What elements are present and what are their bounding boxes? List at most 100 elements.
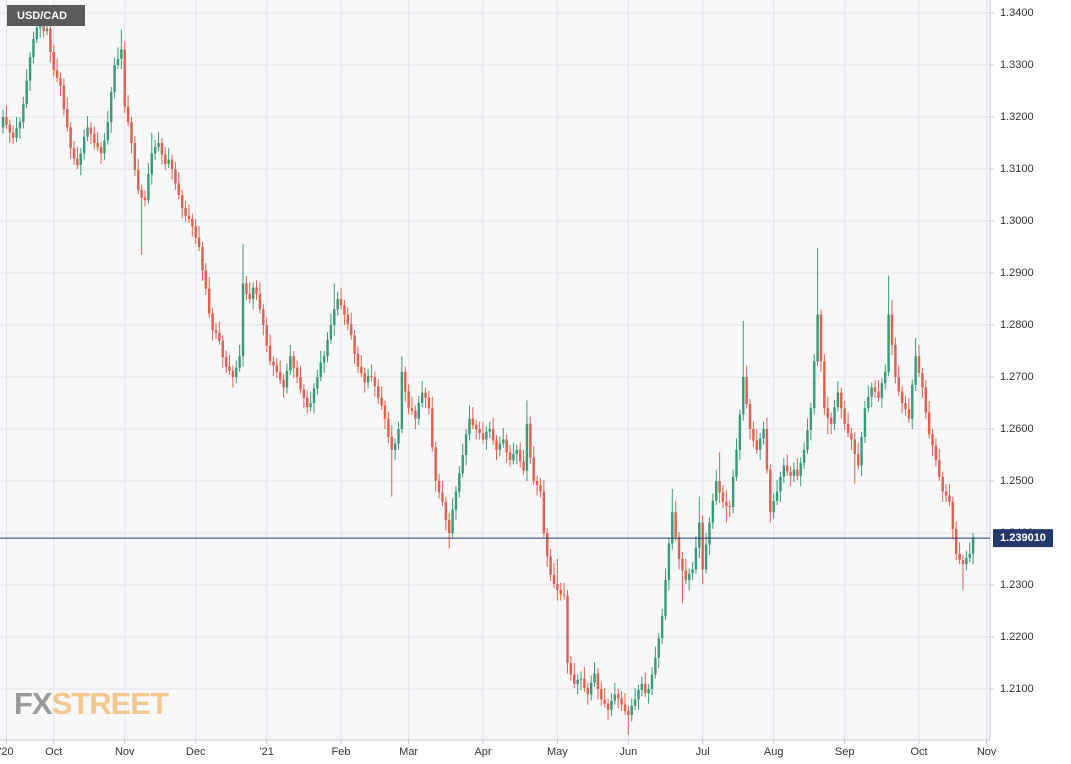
candle-body <box>481 433 485 440</box>
candle-body <box>289 356 292 371</box>
candle-body <box>623 704 627 711</box>
x-tick-label: Dec <box>186 746 206 758</box>
logo-part: STREET <box>52 686 169 721</box>
candle-body <box>431 408 434 448</box>
candle-body <box>826 408 829 418</box>
candle-body <box>397 429 400 444</box>
candle-body <box>420 392 424 404</box>
candle-body <box>954 528 958 554</box>
candle-body <box>691 569 694 574</box>
x-tick-label: '20 <box>0 746 14 758</box>
candle-body <box>569 663 573 675</box>
candle-body <box>333 309 336 326</box>
y-tick-label: 1.3000 <box>1000 215 1034 227</box>
candle-body <box>93 133 96 144</box>
candle-body <box>417 403 420 419</box>
candle-body <box>485 431 488 440</box>
candle-body <box>69 127 72 149</box>
candle-body <box>938 460 941 477</box>
candle-body <box>424 392 427 398</box>
candle-body <box>106 122 110 141</box>
candle-body <box>698 522 701 548</box>
candle-body <box>829 417 833 424</box>
candle-body <box>965 557 968 565</box>
candle-body <box>322 356 326 363</box>
candle-body <box>45 28 49 32</box>
candle-body <box>377 386 380 398</box>
x-tick-label: Jul <box>696 746 710 758</box>
candle-body <box>911 384 914 419</box>
candle-body <box>353 335 356 354</box>
candle-body <box>907 409 911 419</box>
candle-body <box>180 195 184 209</box>
candle-body <box>458 473 461 492</box>
candle-body <box>606 703 610 710</box>
candle-body <box>877 391 880 398</box>
chart-title: USD/CAD <box>17 10 67 22</box>
candle-body <box>312 388 316 404</box>
candle-body <box>684 570 688 580</box>
candle-body <box>326 339 329 357</box>
candle-body <box>255 287 258 294</box>
candle-body <box>346 314 350 324</box>
candle-body <box>218 332 221 341</box>
candle-body <box>725 501 728 506</box>
candle-body <box>174 169 177 184</box>
candle-body <box>816 314 819 362</box>
x-tick-label: Mar <box>399 746 418 758</box>
x-tick-label: May <box>547 746 568 758</box>
candle-body <box>927 412 931 435</box>
candle-body <box>447 520 451 534</box>
candle-body <box>650 674 654 690</box>
last-price-label: 1.239010 <box>1000 532 1046 544</box>
candle-body <box>860 436 863 466</box>
candle-body <box>752 429 755 441</box>
candle-body <box>478 429 481 434</box>
candle-body <box>383 405 387 419</box>
candle-body <box>5 117 8 125</box>
candle-body <box>360 366 363 373</box>
candle-body <box>502 439 505 444</box>
candle-body <box>633 699 637 706</box>
candle-body <box>28 57 32 81</box>
x-tick-label: Nov <box>115 746 135 758</box>
candle-body <box>779 476 782 492</box>
candle-body <box>748 404 752 430</box>
candle-body <box>677 537 681 560</box>
candle-body <box>667 543 671 580</box>
candle-body <box>518 449 522 462</box>
candle-body <box>620 698 623 705</box>
candle-body <box>285 370 289 388</box>
candle-body <box>701 522 704 570</box>
candle-body <box>931 434 934 446</box>
candle-body <box>187 215 191 219</box>
plot-background <box>0 0 990 740</box>
candle-body <box>251 287 255 300</box>
candle-body <box>552 574 556 584</box>
candle-body <box>745 377 748 405</box>
candle-body <box>52 52 55 71</box>
candle-body <box>62 85 66 110</box>
candle-body <box>583 678 586 688</box>
candle-body <box>924 387 927 413</box>
candle-body <box>715 481 718 501</box>
candle-body <box>238 356 241 368</box>
candle-body <box>410 408 414 411</box>
y-tick-label: 1.3400 <box>1000 7 1034 19</box>
candle-body <box>79 153 82 165</box>
candle-body <box>157 143 160 148</box>
candle-body <box>437 481 441 493</box>
candle-body <box>295 367 299 378</box>
candle-body <box>221 340 224 358</box>
candle-body <box>664 579 667 617</box>
candle-body <box>18 122 22 129</box>
candle-body <box>123 49 126 107</box>
candle-body <box>616 694 620 699</box>
candle-body <box>654 657 657 675</box>
candle-body <box>265 325 268 346</box>
x-tick-label: '21 <box>260 746 274 758</box>
candle-body <box>89 127 93 134</box>
candle-body <box>809 408 813 431</box>
candle-body <box>22 104 25 123</box>
candle-body <box>339 299 343 306</box>
